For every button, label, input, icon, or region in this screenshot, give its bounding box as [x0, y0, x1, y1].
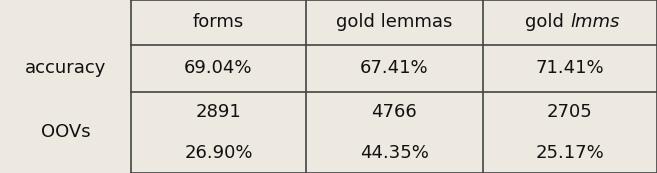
Text: 4766: 4766 [371, 103, 417, 121]
Text: 25.17%: 25.17% [535, 144, 604, 162]
Text: accuracy: accuracy [25, 59, 106, 77]
Text: gold lemmas: gold lemmas [336, 13, 453, 31]
Text: 2891: 2891 [196, 103, 241, 121]
Text: 44.35%: 44.35% [360, 144, 428, 162]
Text: 67.41%: 67.41% [360, 59, 428, 77]
Text: lmms: lmms [570, 13, 620, 31]
Text: 2705: 2705 [547, 103, 593, 121]
Text: forms: forms [193, 13, 244, 31]
Text: 71.41%: 71.41% [535, 59, 604, 77]
Text: gold: gold [526, 13, 570, 31]
Text: OOVs: OOVs [41, 123, 91, 141]
Text: 26.90%: 26.90% [184, 144, 253, 162]
Text: 69.04%: 69.04% [184, 59, 253, 77]
